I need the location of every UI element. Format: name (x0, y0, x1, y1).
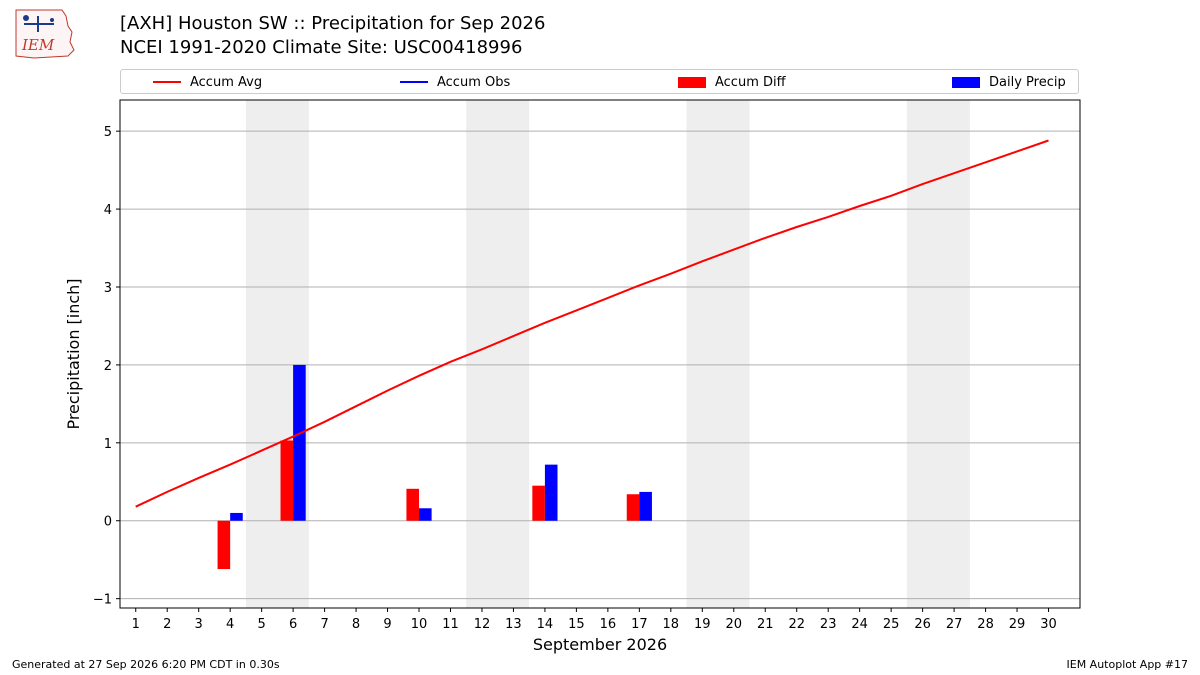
y-tick-label-1: 1 (104, 437, 112, 452)
legend-item-accum-avg: Accum Avg (153, 73, 262, 91)
accum-avg-line (135, 139, 1049, 508)
weekend-band-1 (466, 100, 530, 608)
y-tick-label-0: 0 (104, 515, 112, 530)
y-tick-label-5: 5 (104, 125, 112, 140)
x-tick-label-11: 11 (442, 617, 459, 632)
y-tick-label-2: 2 (104, 359, 112, 374)
x-tick-label-10: 10 (411, 617, 428, 632)
x-tick-label-13: 13 (505, 617, 522, 632)
daily-precip-bar-10 (419, 508, 432, 521)
y-tick-label-4: 4 (104, 203, 112, 218)
daily-precip-bar-14 (544, 464, 558, 521)
footer-app-id: IEM Autoplot App #17 (1066, 658, 1189, 671)
legend-label-accum-diff: Accum Diff (715, 74, 786, 90)
footer-generated: Generated at 27 Sep 2026 6:20 PM CDT in … (12, 658, 280, 671)
x-tick-label-18: 18 (663, 617, 680, 632)
x-tick-label-17: 17 (631, 617, 648, 632)
x-tick-label-15: 15 (568, 617, 585, 632)
x-tick-label-24: 24 (851, 617, 868, 632)
x-tick-label-22: 22 (788, 617, 805, 632)
plot-frame (119, 99, 1081, 609)
accum-diff-bar-4 (217, 520, 231, 570)
weekend-band-2 (686, 100, 750, 608)
legend-label-accum-avg: Accum Avg (190, 74, 263, 90)
chart-title: [AXH] Houston SW :: Precipitation for Se… (120, 13, 546, 34)
legend-swatch-accum-diff (678, 76, 706, 88)
weekend-band-3 (906, 100, 970, 608)
chart-subtitle: NCEI 1991-2020 Climate Site: USC00418996 (120, 37, 523, 58)
x-tick-label-27: 27 (946, 617, 963, 632)
x-tick-label-19: 19 (694, 617, 711, 632)
accum-diff-bar-6 (280, 440, 294, 521)
x-tick-label-6: 6 (289, 617, 297, 632)
legend-swatch-daily-precip (952, 76, 980, 88)
legend-item-accum-diff: Accum Diff (678, 73, 786, 91)
x-tick-label-2: 2 (163, 617, 171, 632)
legend-swatch-accum-avg (153, 81, 181, 83)
x-tick-label-9: 9 (383, 617, 391, 632)
accum-diff-bar-10 (406, 488, 420, 521)
y-tick-label-3: 3 (104, 281, 112, 296)
y-tick-label--1: −1 (93, 593, 112, 608)
x-tick-label-21: 21 (757, 617, 774, 632)
x-tick-label-29: 29 (1009, 617, 1026, 632)
x-tick-label-7: 7 (320, 617, 328, 632)
iem-logo: IEM (15, 9, 75, 59)
daily-precip-bar-6 (293, 364, 306, 521)
accum-diff-bar-17 (626, 494, 640, 521)
legend-item-accum-obs: Accum Obs (400, 73, 510, 91)
y-axis-label: Precipitation [inch] (64, 278, 83, 429)
chart-legend: Accum Avg Accum Obs Accum Diff Daily Pre… (120, 69, 1079, 94)
x-tick-label-28: 28 (977, 617, 994, 632)
accum-diff-bar-14 (532, 485, 545, 521)
x-tick-label-14: 14 (537, 617, 554, 632)
daily-precip-bar-17 (639, 491, 652, 521)
x-tick-label-12: 12 (474, 617, 491, 632)
legend-item-daily-precip: Daily Precip (952, 73, 1066, 91)
x-tick-label-25: 25 (883, 617, 900, 632)
legend-label-accum-obs: Accum Obs (437, 74, 511, 90)
x-tick-label-30: 30 (1040, 617, 1057, 632)
x-tick-label-26: 26 (914, 617, 931, 632)
x-tick-label-8: 8 (352, 617, 360, 632)
legend-swatch-accum-obs (400, 81, 428, 83)
x-tick-label-5: 5 (257, 617, 265, 632)
x-tick-label-16: 16 (600, 617, 617, 632)
x-tick-label-1: 1 (132, 617, 140, 632)
x-tick-label-20: 20 (725, 617, 742, 632)
legend-label-daily-precip: Daily Precip (989, 74, 1066, 90)
daily-precip-bar-4 (230, 512, 243, 521)
x-tick-label-23: 23 (820, 617, 837, 632)
weekend-band-0 (245, 100, 309, 608)
x-axis-label: September 2026 (533, 635, 667, 654)
logo-text: IEM (21, 36, 55, 54)
x-tick-label-4: 4 (226, 617, 234, 632)
x-tick-label-3: 3 (195, 617, 203, 632)
